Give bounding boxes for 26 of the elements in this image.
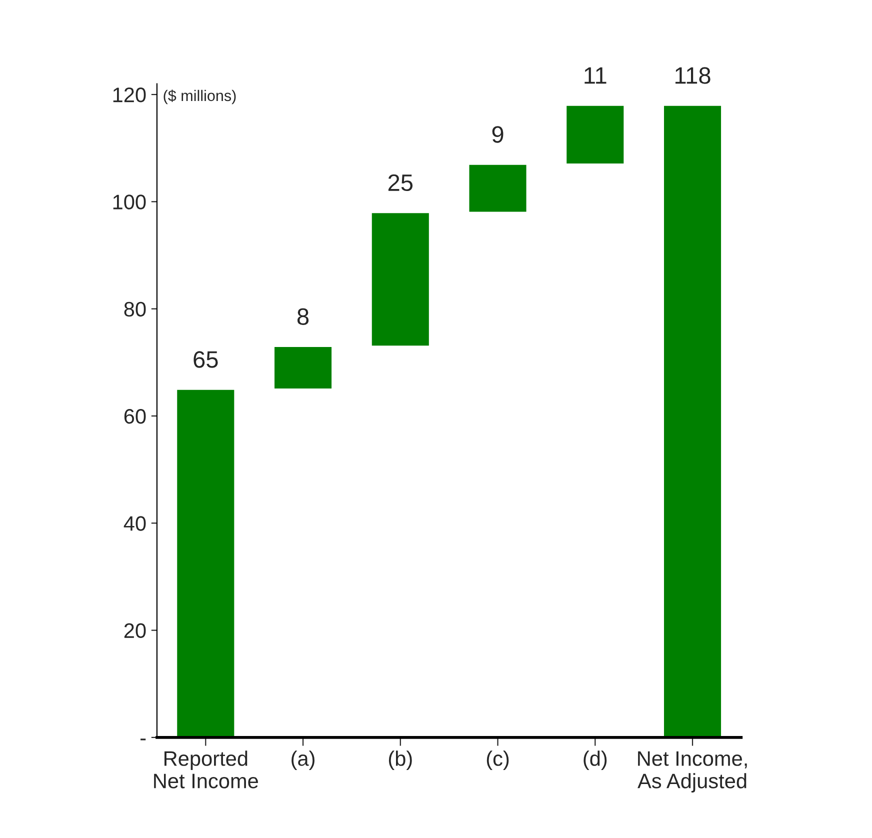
y-tick-label: 120 — [113, 88, 146, 102]
x-tick-label: Net Income, As Adjusted — [638, 751, 747, 792]
bar — [273, 346, 333, 390]
y-tick-label: 20 — [124, 623, 146, 638]
y-tick-label: 40 — [124, 516, 146, 531]
bar — [662, 104, 722, 738]
y-tick-label: 60 — [124, 408, 146, 424]
bar — [468, 163, 528, 214]
data-label: 9 — [492, 126, 504, 143]
data-label: 118 — [675, 67, 710, 84]
y-tick-label: 100 — [113, 194, 146, 210]
x-tick-label: (c) — [486, 750, 509, 770]
y-tick-label: 80 — [124, 302, 146, 317]
x-tick-label: (a) — [292, 750, 314, 770]
x-tick-label: (b) — [388, 750, 412, 770]
annotation: ($ millions) — [164, 90, 236, 104]
data-label: 8 — [297, 308, 309, 325]
x-tick-label: Reported Net Income — [154, 750, 258, 788]
bar — [176, 388, 236, 738]
data-label: 65 — [194, 351, 218, 368]
bar — [565, 104, 626, 165]
bar — [370, 212, 430, 348]
y-tick-label: - — [140, 738, 146, 740]
data-label: 11 — [584, 67, 606, 84]
x-tick-label: (d) — [584, 750, 607, 770]
data-label: 25 — [388, 174, 413, 192]
